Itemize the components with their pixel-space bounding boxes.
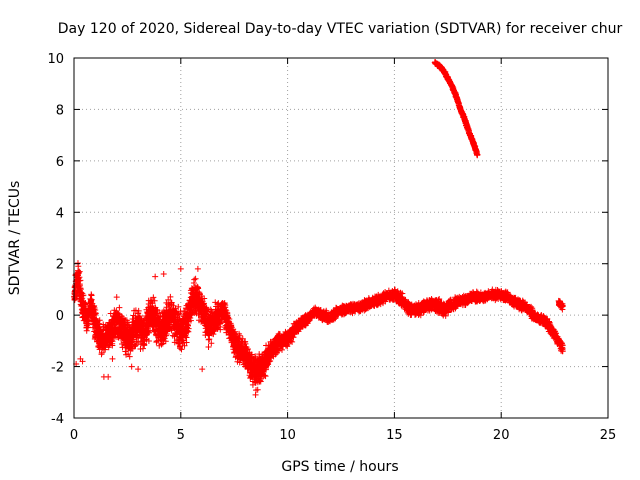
data-point [167, 293, 174, 300]
data-point [145, 338, 152, 345]
data-point [265, 361, 272, 368]
data-point [145, 329, 152, 336]
data-point [132, 342, 139, 349]
data-point [195, 285, 202, 292]
data-point [244, 346, 251, 353]
data-point [153, 338, 160, 345]
data-point [115, 310, 122, 317]
data-point [161, 335, 168, 342]
data-point [126, 353, 133, 360]
data-point [131, 343, 138, 350]
data-point [92, 310, 99, 317]
data-point [205, 336, 212, 343]
data-point [150, 294, 157, 301]
data-point [192, 275, 199, 282]
data-point [257, 375, 264, 382]
data-point [224, 309, 231, 316]
data-point [84, 324, 91, 331]
data-point [165, 296, 172, 303]
data-point [83, 327, 90, 334]
data-point [76, 274, 83, 281]
data-point [119, 344, 126, 351]
data-point [183, 339, 190, 346]
data-point [279, 346, 286, 353]
data-point [77, 277, 84, 284]
data-point [184, 321, 191, 328]
data-point [162, 338, 169, 345]
data-point [122, 348, 129, 355]
data-point [76, 268, 83, 275]
data-point [139, 345, 146, 352]
data-point [187, 317, 194, 324]
data-point [200, 300, 207, 307]
data-point [135, 307, 142, 314]
data-point [77, 286, 84, 293]
data-point [217, 326, 224, 333]
data-point [177, 345, 184, 352]
data-point [208, 340, 215, 347]
data-point [175, 303, 182, 310]
data-point [266, 358, 273, 365]
data-point [85, 317, 92, 324]
data-point [141, 342, 148, 349]
data-point [151, 297, 158, 304]
grid-lines [74, 58, 608, 418]
data-point [154, 307, 161, 314]
data-point [176, 312, 183, 318]
data-point [244, 346, 251, 353]
data-point [181, 342, 188, 349]
data-point [156, 310, 163, 317]
data-point [191, 276, 198, 283]
data-point [88, 292, 95, 299]
data-point [109, 342, 116, 349]
data-point [236, 332, 243, 339]
data-point [178, 346, 185, 353]
data-point [109, 334, 116, 341]
data-points [71, 59, 566, 398]
data-point [96, 317, 103, 324]
data-point [116, 304, 123, 311]
data-point [205, 343, 212, 350]
data-point [200, 300, 207, 307]
data-point [192, 309, 199, 316]
data-point [185, 325, 192, 332]
data-point [261, 372, 268, 379]
data-point [80, 292, 87, 299]
data-point [226, 316, 233, 323]
data-point [91, 302, 98, 309]
data-point [262, 373, 269, 380]
data-point [183, 334, 190, 341]
